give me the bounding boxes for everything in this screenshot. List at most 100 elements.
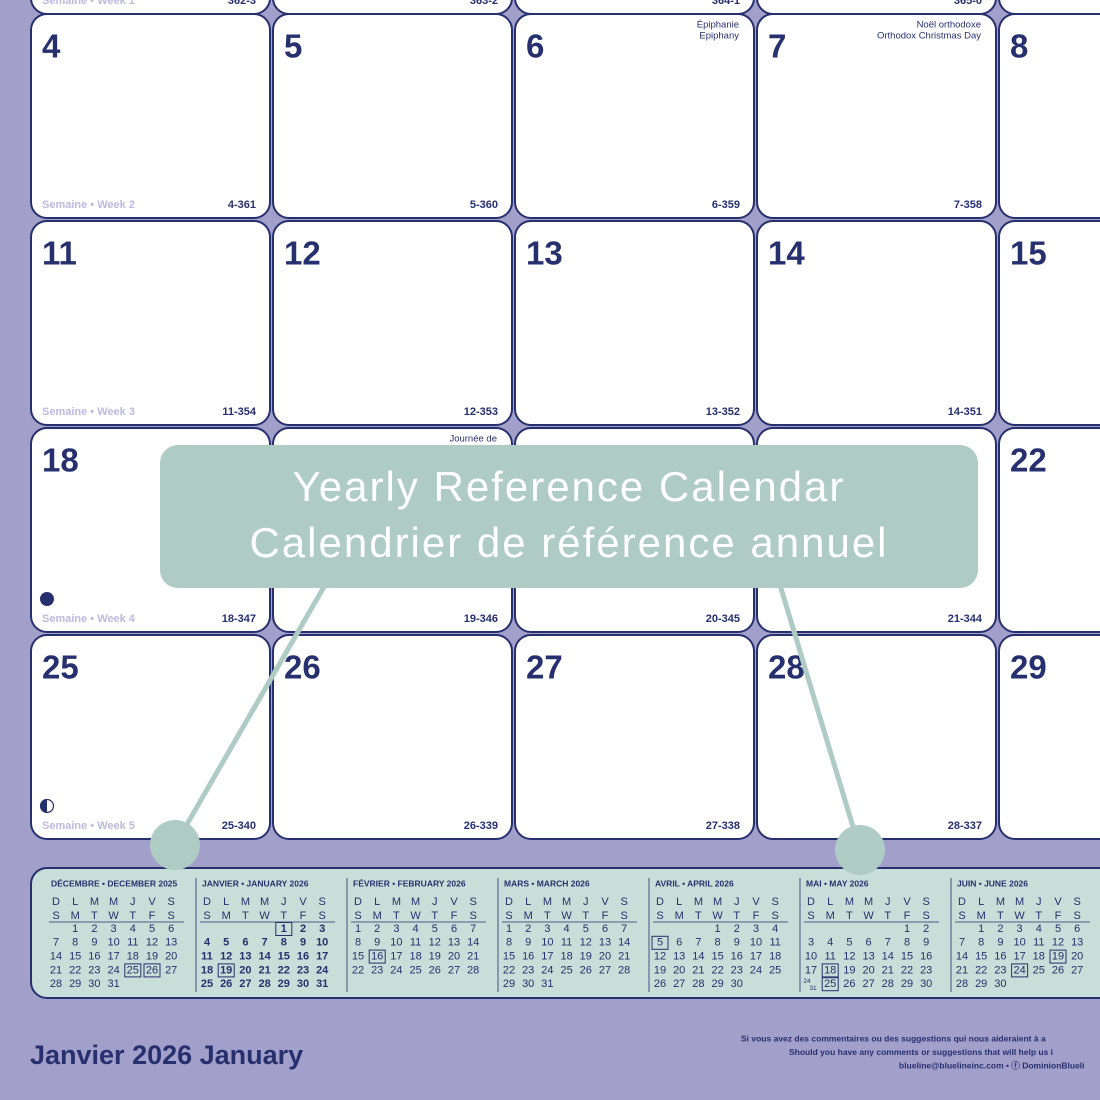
mini-day: 5 — [432, 923, 438, 935]
mini-day: 18 — [409, 951, 421, 963]
mini-day: 12 — [843, 951, 855, 963]
mini-day: 17 — [107, 951, 119, 963]
mini-day: 21 — [467, 951, 479, 963]
day-header-en: T — [884, 910, 891, 922]
day-header-en: S — [470, 910, 477, 922]
mini-day: 22 — [711, 964, 723, 976]
mini-day: 19 — [654, 964, 666, 976]
mini-day: 29 — [503, 978, 515, 990]
day-header-en: S — [772, 910, 779, 922]
mini-day: 19 — [843, 964, 855, 976]
mini-day: 12 — [580, 937, 592, 949]
day-header-en: T — [695, 910, 702, 922]
mini-day: 30 — [522, 978, 534, 990]
day-header-en: M — [71, 910, 80, 922]
day-header-fr: S — [772, 896, 779, 908]
day-header-fr: J — [734, 896, 740, 908]
mini-day: 16 — [994, 951, 1006, 963]
mini-day: 9 — [923, 937, 929, 949]
mini-day: 20 — [165, 951, 177, 963]
day-header-en: T — [1035, 910, 1042, 922]
mini-day: 5 — [223, 937, 229, 949]
mini-day: 14 — [618, 937, 630, 949]
week-label: Semaine • Week 2 — [42, 199, 135, 211]
mini-day: 10 — [107, 937, 119, 949]
callout-pointer — [777, 584, 863, 851]
mini-day: 24 — [107, 964, 119, 976]
day-code: 20-345 — [706, 613, 740, 625]
day-number: 13 — [526, 235, 563, 272]
day-header-fr: J — [130, 896, 136, 908]
day-header-en: T — [280, 910, 287, 922]
mini-day: 28 — [882, 978, 894, 990]
callout-text: Yearly Reference Calendar — [293, 463, 846, 510]
day-box — [275, 922, 293, 936]
day-header-fr: L — [827, 896, 833, 908]
day-header-fr: M — [562, 896, 571, 908]
mini-day: 5 — [846, 937, 852, 949]
day-header-en: T — [91, 910, 98, 922]
day-code: 18-347 — [222, 613, 256, 625]
mini-day: 12 — [220, 951, 232, 963]
mini-day: 19 — [580, 951, 592, 963]
mini-day: 18 — [1033, 951, 1045, 963]
day-header-fr: V — [752, 896, 760, 908]
mini-day: 25 — [560, 964, 572, 976]
mini-day: 4 — [130, 923, 136, 935]
footer-title: Janvier 2026 January — [30, 1040, 303, 1070]
mini-day: 4 — [772, 923, 778, 935]
day-number: 8 — [1010, 28, 1028, 65]
footer-note: Should you have any comments or suggesti… — [789, 1047, 1053, 1057]
day-number: 12 — [284, 235, 321, 272]
mini-day: 28 — [467, 964, 479, 976]
day-header-fr: L — [525, 896, 531, 908]
day-header-en: S — [807, 910, 814, 922]
mini-day: 26 — [1052, 964, 1064, 976]
mini-day: 25 — [409, 964, 421, 976]
mini-day: 3 — [319, 923, 325, 935]
week-label: Semaine • Week 5 — [42, 820, 135, 832]
day-header-fr: M — [241, 896, 250, 908]
mini-day: 7 — [695, 937, 701, 949]
day-header-en: F — [602, 910, 609, 922]
mini-day: 2 — [997, 923, 1003, 935]
mini-day: 9 — [734, 937, 740, 949]
day-header-fr: L — [72, 896, 78, 908]
mini-day: 11 — [410, 937, 421, 949]
mini-day: 28 — [258, 978, 270, 990]
day-header-en: T — [733, 910, 740, 922]
mini-day: 13 — [862, 951, 874, 963]
day-header-fr: J — [1036, 896, 1042, 908]
mini-day: 26 — [843, 978, 855, 990]
mini-day: 1 — [355, 923, 361, 935]
mini-day: 23 — [731, 964, 743, 976]
mini-day: 24 — [316, 964, 329, 976]
mini-day: 2 — [91, 923, 97, 935]
week-label: Semaine • Week 3 — [42, 406, 135, 418]
day-header-en: T — [129, 910, 136, 922]
day-header-fr: M — [996, 896, 1005, 908]
day-cell — [998, 0, 1100, 15]
mini-day: 20 — [1071, 951, 1083, 963]
mini-day: 29 — [711, 978, 723, 990]
day-header-fr: M — [1015, 896, 1024, 908]
month-title: FÉVRIER • FEBRUARY 2026 — [353, 878, 466, 888]
mini-day: 30 — [297, 978, 309, 990]
mini-day: 8 — [355, 937, 361, 949]
mini-day: 5 — [1055, 923, 1061, 935]
week-label: Semaine • Week 1 — [42, 0, 135, 7]
moon-icon — [40, 592, 54, 606]
mini-day: 23 — [297, 964, 309, 976]
mini-day: 27 — [673, 978, 685, 990]
mini-day: 25 — [824, 978, 836, 990]
mini-day: 11 — [769, 937, 780, 949]
mini-day: 5 — [149, 923, 155, 935]
mini-day: 21 — [50, 964, 62, 976]
mini-day: 26 — [429, 964, 441, 976]
month-title: MARS • MARCH 2026 — [504, 878, 590, 888]
day-header-en: F — [753, 910, 760, 922]
mini-day: 16 — [88, 951, 100, 963]
mini-day: 27 — [599, 964, 611, 976]
mini-day: 19 — [146, 951, 158, 963]
callout-dot — [835, 825, 885, 875]
